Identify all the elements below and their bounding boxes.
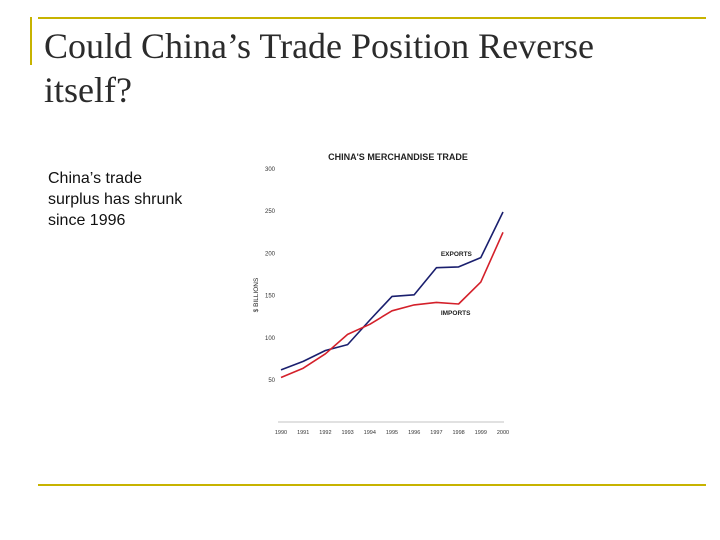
y-tick-label: 250: [265, 209, 276, 215]
body-text: China’s trade surplus has shrunk since 1…: [48, 170, 183, 229]
x-tick-label: 1997: [430, 430, 442, 436]
series-line-exports: [280, 211, 504, 371]
y-tick-label: 50: [268, 378, 275, 384]
x-tick-label: 1993: [341, 430, 353, 436]
y-tick-label: 150: [265, 294, 276, 300]
x-tick-label: 1994: [364, 430, 376, 436]
top-rule: [38, 17, 706, 19]
y-tick-label: 100: [265, 336, 276, 342]
x-tick-label: 1996: [408, 430, 420, 436]
series-line-imports: [280, 231, 504, 379]
slide-title: Could China’s Trade Position Reverse its…: [44, 26, 595, 110]
y-tick-label: 300: [265, 167, 276, 173]
chart-title: CHINA'S MERCHANDISE TRADE: [328, 152, 468, 162]
x-tick-label: 1995: [386, 430, 398, 436]
trade-chart: CHINA'S MERCHANDISE TRADE $ BILLIONS 50 1…: [253, 152, 509, 436]
x-tick-label: 1998: [452, 430, 464, 436]
series-label-exports: EXPORTS: [441, 251, 473, 258]
x-tick-label: 2000: [497, 430, 509, 436]
x-tick-label: 1999: [475, 430, 487, 436]
y-axis-label: $ BILLIONS: [253, 277, 260, 312]
series-label-imports: IMPORTS: [441, 310, 471, 317]
x-tick-label: 1990: [275, 430, 287, 436]
x-tick-label: 1991: [297, 430, 309, 436]
bottom-rule: [38, 484, 706, 486]
y-tick-label: 200: [265, 251, 276, 257]
left-rule: [30, 17, 32, 65]
x-tick-label: 1992: [319, 430, 331, 436]
